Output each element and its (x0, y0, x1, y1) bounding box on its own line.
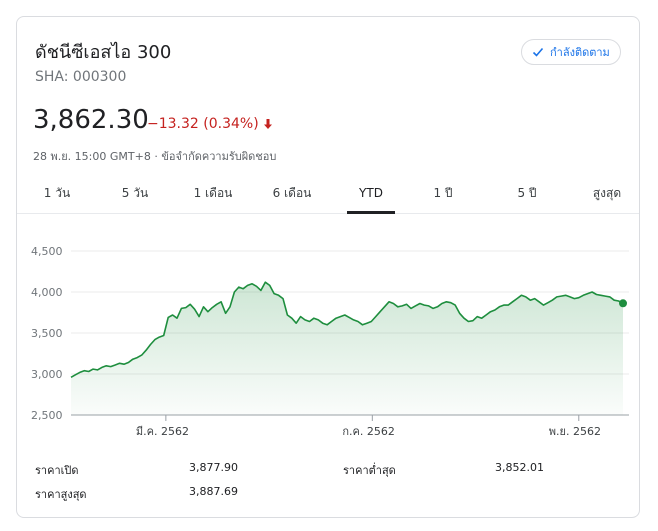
index-title: ดัชนีซีเอสไอ 300 (35, 42, 172, 63)
y-tick-label: 3,000 (31, 368, 63, 381)
tab-6-month[interactable]: 6 เดือน (272, 185, 312, 200)
tab-5-day[interactable]: 5 วัน (121, 185, 149, 200)
ticker-symbol: SHA: 000300 (35, 69, 127, 85)
range-tabs: 1 วัน 5 วัน 1 เดือน 6 เดือน YTD 1 ปี 5 ป… (17, 173, 639, 214)
price-area (71, 282, 623, 415)
tab-max[interactable]: สูงสุด (592, 185, 622, 200)
tab-ytd[interactable]: YTD (347, 173, 395, 214)
follow-label: กำลังติดตาม (550, 46, 610, 59)
quote-timestamp: 28 พ.ย. 15:00 GMT+8 · ข้อจำกัดความรับผิด… (33, 150, 277, 163)
y-tick-label: 4,000 (31, 286, 63, 299)
tab-5-year[interactable]: 5 ปี (517, 185, 537, 200)
y-tick-label: 2,500 (31, 409, 63, 422)
check-icon (532, 47, 544, 57)
high-label: ราคาสูงสุด (35, 488, 87, 501)
arrow-down-icon (263, 119, 272, 129)
follow-button[interactable]: กำลังติดตาม (521, 39, 621, 65)
stats-panel: ราคาเปิด 3,877.90 ราคาต่ำสุด 3,852.01 รา… (17, 457, 639, 517)
low-value: 3,852.01 (495, 461, 544, 474)
y-tick-label: 4,500 (31, 245, 63, 258)
last-price-dot (619, 299, 627, 308)
open-label: ราคาเปิด (35, 464, 79, 477)
price-change-value: −13.32 (0.34%) (147, 116, 259, 132)
tab-1-month[interactable]: 1 เดือน (193, 185, 233, 200)
y-tick-label: 3,500 (31, 327, 63, 340)
x-tick-label: ก.ค. 2562 (342, 425, 395, 438)
price-line (70, 281, 624, 378)
price-change: −13.32 (0.34%) (147, 116, 273, 132)
current-price: 3,862.30 (33, 105, 149, 135)
stock-card: ดัชนีซีเอสไอ 300 SHA: 000300 กำลังติดตาม… (16, 16, 640, 518)
high-value: 3,887.69 (189, 485, 238, 498)
x-tick-label: มี.ค. 2562 (136, 425, 189, 438)
low-label: ราคาต่ำสุด (343, 464, 396, 477)
tab-1-day[interactable]: 1 วัน (43, 185, 71, 200)
x-tick-label: พ.ย. 2562 (549, 425, 601, 438)
tab-1-year[interactable]: 1 ปี (433, 185, 453, 200)
open-value: 3,877.90 (189, 461, 238, 474)
price-chart[interactable]: 4,500 4,000 3,500 3,000 2,500 มี.ค. 2562 ก.ค. … (17, 227, 639, 452)
